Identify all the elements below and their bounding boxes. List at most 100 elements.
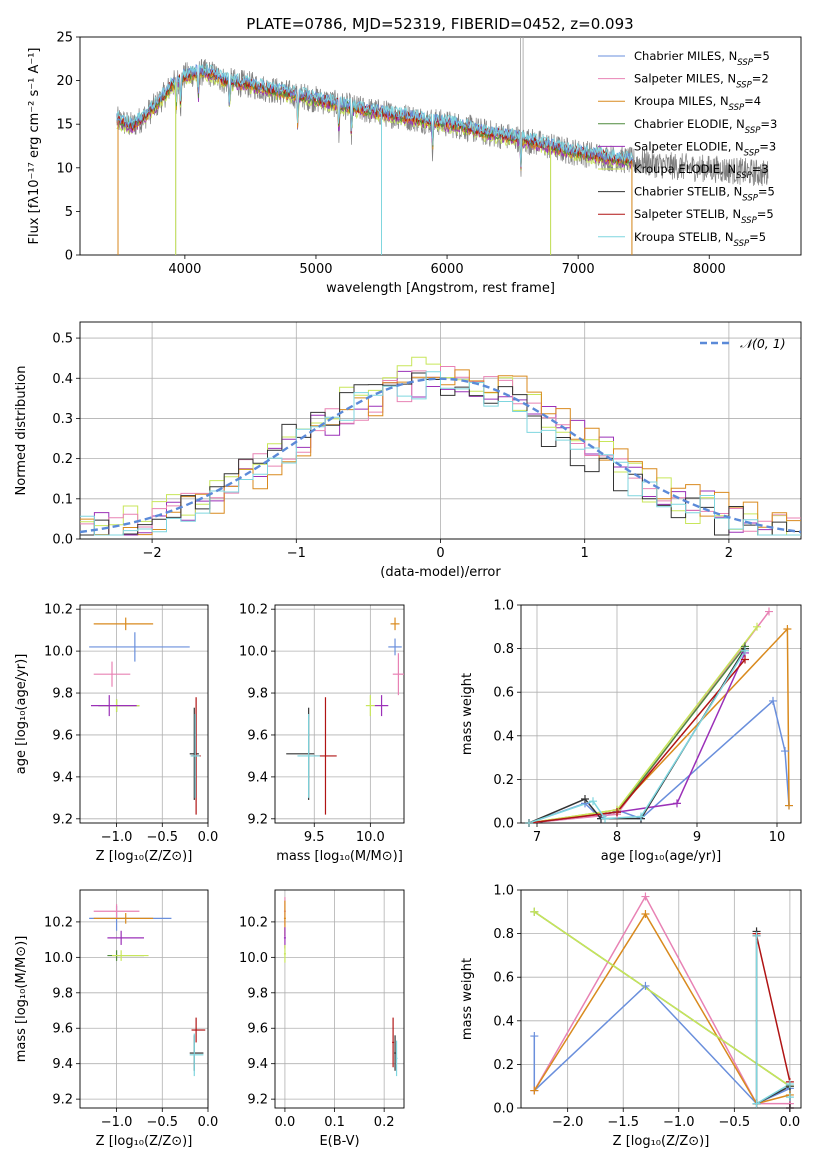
y-tick-label: 0.1 xyxy=(52,492,73,507)
x-tick-label: −1.0 xyxy=(101,830,133,845)
y-tick-label: 9.4 xyxy=(247,1057,268,1072)
y-tick-label: 0.8 xyxy=(493,642,514,657)
x-tick-label: −1.0 xyxy=(101,1115,133,1130)
axes-frame xyxy=(79,604,209,824)
y-tick-label: 9.6 xyxy=(247,728,268,743)
axes-frame xyxy=(520,604,802,824)
x-tick-label: 0.0 xyxy=(198,830,219,845)
x-tick-label: −1.5 xyxy=(607,1115,639,1130)
point-marker xyxy=(783,624,792,633)
point-marker xyxy=(581,795,589,804)
point-marker xyxy=(752,1099,761,1108)
legend-label: Kroupa ELODIE, NSSP=3 xyxy=(634,162,769,181)
x-axis-label: (data-model)/error xyxy=(380,565,501,580)
x-tick-label: −1.0 xyxy=(663,1115,695,1130)
y-tick-label: 0.2 xyxy=(493,773,514,788)
y-tick-label: 1.0 xyxy=(493,884,514,899)
axes-frame xyxy=(79,321,802,540)
y-tick-label: 9.2 xyxy=(52,812,73,827)
point-marker xyxy=(530,1086,539,1095)
legend-label: Chabrier STELIB, NSSP=5 xyxy=(634,185,775,204)
axes-frame xyxy=(520,889,802,1109)
axes-frame xyxy=(79,889,209,1109)
y-tick-label: 9.6 xyxy=(52,1022,73,1037)
point-marker xyxy=(525,819,533,827)
legend-label: 𝒩(0, 1) xyxy=(740,336,786,351)
y-tick-label: 15 xyxy=(56,118,73,133)
plot-area xyxy=(116,37,769,255)
x-axis-label: E(B-V) xyxy=(319,1134,359,1149)
point-marker xyxy=(741,655,749,664)
y-tick-label: 0.2 xyxy=(493,1058,514,1073)
x-tick-label: 7000 xyxy=(562,262,595,277)
y-tick-label: 0 xyxy=(65,249,73,264)
x-tick-label: 0.0 xyxy=(275,1115,296,1130)
series-line xyxy=(528,626,758,823)
y-tick-label: 9.4 xyxy=(52,1057,73,1072)
model-line xyxy=(116,63,634,166)
y-tick-label: 10.0 xyxy=(239,951,268,966)
y-tick-label: 9.6 xyxy=(247,1022,268,1037)
x-tick-label: 6000 xyxy=(431,262,464,277)
plot-area xyxy=(283,897,398,1077)
x-tick-label: 0.0 xyxy=(198,1115,219,1130)
y-tick-label: 0.4 xyxy=(493,729,514,744)
legend-label: Salpeter STELIB, NSSP=5 xyxy=(634,207,774,226)
series-line xyxy=(528,652,746,823)
x-tick-label: −2.0 xyxy=(552,1115,584,1130)
y-tick-label: 0.6 xyxy=(493,971,514,986)
point-marker xyxy=(741,646,749,655)
plot-area xyxy=(528,611,790,823)
point-marker xyxy=(641,892,650,901)
y-tick-label: 9.8 xyxy=(247,986,268,1001)
y-tick-label: 25 xyxy=(56,31,73,46)
x-axis-label: mass [log₁₀(M/M⊙)] xyxy=(276,849,403,864)
model-line xyxy=(116,64,634,168)
point-marker xyxy=(785,1080,794,1089)
x-tick-label: −2 xyxy=(143,546,162,561)
legend-label: Salpeter ELODIE, NSSP=3 xyxy=(634,139,776,158)
x-tick-label: 0.0 xyxy=(780,1115,801,1130)
y-tick-label: 9.6 xyxy=(52,728,73,743)
point-marker xyxy=(530,907,539,916)
panel-age-vs-mass: 9.5 10.0 9.2 9.4 9.6 9.8 10.0 10.2 mass [log₁₀(M… xyxy=(239,603,405,864)
x-tick-label: 10 xyxy=(769,830,786,845)
y-axis-label: mass [log₁₀(M/M⊙)] xyxy=(14,936,29,1063)
y-tick-label: 10.0 xyxy=(239,645,268,660)
y-tick-label: 1.0 xyxy=(493,599,514,614)
figure-title: PLATE=0786, MJD=52319, FIBERID=0452, z=0… xyxy=(246,15,633,33)
y-tick-label: 0.8 xyxy=(493,927,514,942)
plot-area xyxy=(533,894,791,1108)
legend-label: Kroupa MILES, NSSP=4 xyxy=(634,94,761,113)
legend-label: Salpeter MILES, NSSP=2 xyxy=(634,72,769,91)
series-line xyxy=(533,894,790,1105)
panel-mass-vs-Z: −1.0 −0.5 0.0 9.2 9.4 9.6 9.8 10.0 10.2 Z [log₁₀(… xyxy=(14,889,219,1149)
legend-label: Kroupa STELIB, NSSP=5 xyxy=(634,230,766,249)
y-axis-label: Flux [fλ10⁻¹⁷ erg cm⁻² s⁻¹ A⁻¹] xyxy=(27,48,42,245)
x-tick-label: 0.2 xyxy=(374,1115,395,1130)
x-tick-label: −1 xyxy=(287,546,306,561)
x-tick-label: −0.5 xyxy=(719,1115,751,1130)
x-axis-label: age [log₁₀(age/yr)] xyxy=(601,849,722,864)
x-tick-label: 5000 xyxy=(299,262,332,277)
y-tick-label: 10 xyxy=(56,161,73,176)
point-marker xyxy=(589,797,597,806)
y-tick-label: 0.2 xyxy=(52,452,73,467)
y-tick-label: 9.4 xyxy=(247,770,268,785)
y-tick-label: 9.8 xyxy=(52,986,73,1001)
y-tick-label: 10.0 xyxy=(44,951,73,966)
panel-mass-vs-ebv: 0.0 0.1 0.2 9.2 9.4 9.6 9.8 10.0 10.2 E(B-V) xyxy=(239,889,405,1149)
y-tick-label: 0.3 xyxy=(52,412,73,427)
y-axis-label: mass weight xyxy=(460,673,475,755)
point-marker xyxy=(530,1032,539,1041)
x-axis-label: Z [log₁₀(Z/Z⊙)] xyxy=(96,849,193,864)
x-tick-label: 2 xyxy=(725,546,733,561)
x-tick-label: 0.1 xyxy=(324,1115,345,1130)
x-tick-label: 9 xyxy=(693,830,701,845)
axes-frame xyxy=(274,604,405,824)
plot-area xyxy=(89,904,206,1077)
point-marker xyxy=(769,696,777,705)
series-line xyxy=(533,912,791,1105)
y-tick-label: 0.5 xyxy=(52,332,73,347)
legend-label: Chabrier MILES, NSSP=5 xyxy=(634,49,770,68)
